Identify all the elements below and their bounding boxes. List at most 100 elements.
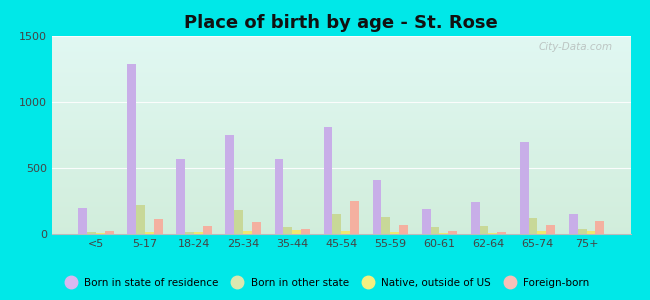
Bar — [52, 166, 630, 167]
Bar — [52, 182, 630, 184]
Bar — [488, 233, 497, 234]
Bar — [52, 120, 630, 121]
Bar — [52, 73, 630, 74]
Bar — [52, 141, 630, 142]
Bar — [52, 104, 630, 105]
Bar — [52, 39, 630, 40]
Bar — [52, 89, 630, 90]
Bar — [52, 68, 630, 69]
Bar — [52, 41, 630, 42]
Bar — [52, 96, 630, 98]
Bar — [52, 131, 630, 132]
Bar — [52, 181, 630, 182]
Bar — [382, 217, 390, 234]
Bar — [96, 233, 105, 234]
Bar — [52, 209, 630, 210]
Bar — [52, 76, 630, 78]
Bar — [52, 111, 630, 112]
Bar — [52, 223, 630, 224]
Bar — [194, 232, 203, 234]
Bar — [52, 109, 630, 110]
Bar — [422, 209, 430, 234]
Bar — [399, 225, 408, 234]
Bar — [52, 43, 630, 44]
Bar — [52, 201, 630, 202]
Bar — [52, 232, 630, 233]
Bar — [243, 231, 252, 234]
Bar — [52, 78, 630, 79]
Bar — [480, 226, 488, 234]
Bar — [52, 178, 630, 179]
Bar — [52, 99, 630, 100]
Bar — [52, 90, 630, 92]
Bar — [52, 106, 630, 107]
Bar — [52, 86, 630, 88]
Bar — [52, 135, 630, 136]
Bar — [52, 175, 630, 176]
Bar — [52, 83, 630, 85]
Bar — [52, 116, 630, 117]
Bar — [52, 197, 630, 198]
Bar — [52, 208, 630, 209]
Bar — [52, 171, 630, 172]
Bar — [52, 42, 630, 43]
Bar — [52, 88, 630, 89]
Bar — [52, 164, 630, 165]
Title: Place of birth by age - St. Rose: Place of birth by age - St. Rose — [185, 14, 498, 32]
Bar — [52, 156, 630, 157]
Bar — [52, 167, 630, 168]
Bar — [52, 233, 630, 234]
Bar — [52, 50, 630, 51]
Bar — [52, 93, 630, 94]
Bar — [52, 216, 630, 217]
Bar — [52, 51, 630, 52]
Bar — [52, 92, 630, 93]
Bar — [52, 218, 630, 219]
Bar — [52, 210, 630, 211]
Bar — [52, 220, 630, 221]
Bar — [154, 220, 162, 234]
Bar — [52, 80, 630, 82]
Bar — [52, 153, 630, 154]
Bar — [145, 232, 154, 234]
Bar — [52, 184, 630, 185]
Bar — [52, 45, 630, 46]
Bar — [52, 56, 630, 57]
Bar — [52, 214, 630, 215]
Bar — [578, 230, 586, 234]
Bar — [52, 133, 630, 134]
Bar — [52, 139, 630, 140]
Bar — [52, 185, 630, 187]
Legend: Born in state of residence, Born in other state, Native, outside of US, Foreign-: Born in state of residence, Born in othe… — [56, 274, 594, 292]
Bar — [52, 40, 630, 41]
Bar — [52, 169, 630, 170]
Bar — [52, 199, 630, 200]
Bar — [52, 195, 630, 196]
Bar — [283, 227, 292, 234]
Bar — [52, 98, 630, 99]
Bar — [52, 118, 630, 119]
Bar — [52, 85, 630, 86]
Bar — [52, 158, 630, 159]
Bar — [497, 232, 506, 234]
Bar — [52, 159, 630, 160]
Bar — [52, 152, 630, 153]
Bar — [52, 198, 630, 200]
Bar — [52, 231, 630, 232]
Bar — [448, 231, 457, 234]
Bar — [52, 187, 630, 188]
Bar — [52, 53, 630, 54]
Bar — [52, 230, 630, 231]
Bar — [52, 203, 630, 204]
Bar — [52, 224, 630, 225]
Bar — [52, 165, 630, 166]
Bar — [52, 200, 630, 201]
Bar — [52, 48, 630, 49]
Bar — [274, 159, 283, 234]
Bar — [52, 112, 630, 113]
Bar — [52, 172, 630, 174]
Bar — [586, 231, 595, 234]
Bar — [52, 64, 630, 65]
Bar — [52, 188, 630, 190]
Bar — [52, 148, 630, 149]
